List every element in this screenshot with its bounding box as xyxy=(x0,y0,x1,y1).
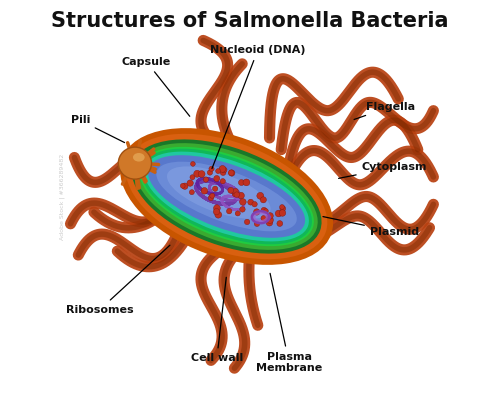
Ellipse shape xyxy=(118,147,152,179)
Ellipse shape xyxy=(228,170,234,176)
Ellipse shape xyxy=(126,134,328,259)
Ellipse shape xyxy=(140,147,314,246)
Ellipse shape xyxy=(190,162,196,166)
Text: Plasma
Membrane: Plasma Membrane xyxy=(256,274,322,373)
Text: Structures of Salmonella Bacteria: Structures of Salmonella Bacteria xyxy=(52,11,449,31)
Ellipse shape xyxy=(248,199,254,205)
Text: Nucleoid (DNA): Nucleoid (DNA) xyxy=(210,45,306,169)
Ellipse shape xyxy=(280,205,284,209)
Text: Cytoplasm: Cytoplasm xyxy=(338,162,427,178)
Ellipse shape xyxy=(238,192,244,199)
Text: Plasmid: Plasmid xyxy=(323,217,419,237)
Ellipse shape xyxy=(266,220,272,226)
Ellipse shape xyxy=(240,198,246,205)
Text: Capsule: Capsule xyxy=(122,57,190,116)
Ellipse shape xyxy=(190,175,195,180)
Ellipse shape xyxy=(148,155,305,238)
Ellipse shape xyxy=(132,140,322,253)
Ellipse shape xyxy=(180,184,185,188)
Ellipse shape xyxy=(276,210,282,217)
Ellipse shape xyxy=(133,153,144,162)
Ellipse shape xyxy=(226,208,232,214)
Ellipse shape xyxy=(216,169,220,174)
Ellipse shape xyxy=(219,165,226,172)
Ellipse shape xyxy=(267,213,274,219)
Text: Adobe Stock | #366289482: Adobe Stock | #366289482 xyxy=(59,153,64,240)
Ellipse shape xyxy=(156,162,297,231)
Ellipse shape xyxy=(280,206,285,211)
Ellipse shape xyxy=(260,197,266,203)
Ellipse shape xyxy=(208,195,214,201)
Ellipse shape xyxy=(222,167,227,173)
Ellipse shape xyxy=(277,220,282,226)
Ellipse shape xyxy=(254,221,260,226)
Ellipse shape xyxy=(210,193,214,198)
Ellipse shape xyxy=(220,178,226,184)
Ellipse shape xyxy=(212,186,218,191)
Ellipse shape xyxy=(235,211,240,216)
Text: Flagella: Flagella xyxy=(354,102,415,119)
Ellipse shape xyxy=(279,210,285,216)
Ellipse shape xyxy=(228,170,235,176)
Ellipse shape xyxy=(240,207,245,212)
Ellipse shape xyxy=(214,209,220,215)
Ellipse shape xyxy=(257,193,264,199)
Ellipse shape xyxy=(261,215,266,221)
Ellipse shape xyxy=(252,202,258,207)
Ellipse shape xyxy=(201,187,207,194)
Ellipse shape xyxy=(228,187,234,193)
Ellipse shape xyxy=(232,188,238,195)
Ellipse shape xyxy=(244,219,250,225)
Ellipse shape xyxy=(187,180,194,186)
Ellipse shape xyxy=(243,179,250,186)
Ellipse shape xyxy=(215,211,222,218)
Ellipse shape xyxy=(120,128,333,265)
Ellipse shape xyxy=(232,191,237,197)
Ellipse shape xyxy=(136,143,318,250)
Text: Cell wall: Cell wall xyxy=(190,277,243,364)
Ellipse shape xyxy=(266,217,274,224)
Ellipse shape xyxy=(167,166,270,219)
Ellipse shape xyxy=(144,152,309,241)
Ellipse shape xyxy=(214,176,220,182)
Text: Ribosomes: Ribosomes xyxy=(66,245,170,315)
Ellipse shape xyxy=(182,183,188,189)
Ellipse shape xyxy=(190,190,194,195)
Text: Pili: Pili xyxy=(70,116,124,143)
Ellipse shape xyxy=(238,180,244,185)
Ellipse shape xyxy=(254,209,260,215)
Ellipse shape xyxy=(264,209,268,213)
Ellipse shape xyxy=(203,177,208,182)
Ellipse shape xyxy=(198,171,205,177)
Ellipse shape xyxy=(141,149,312,244)
Ellipse shape xyxy=(194,170,200,177)
Ellipse shape xyxy=(261,208,267,213)
Ellipse shape xyxy=(209,166,214,171)
Ellipse shape xyxy=(220,170,226,176)
Ellipse shape xyxy=(208,170,212,175)
Ellipse shape xyxy=(234,192,239,198)
Ellipse shape xyxy=(214,205,220,211)
